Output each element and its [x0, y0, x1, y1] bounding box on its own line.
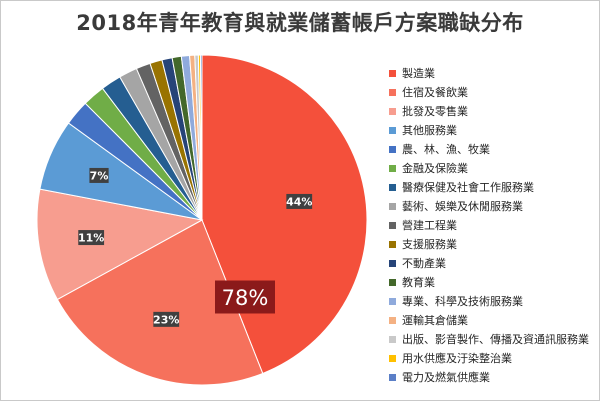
- legend-swatch: [389, 222, 396, 229]
- legend-item: 出版、影音製作、傳播及資通訊服務業: [389, 330, 597, 349]
- legend-swatch: [389, 355, 396, 362]
- legend-swatch: [389, 108, 396, 115]
- legend-item: 電力及燃氣供應業: [389, 368, 597, 387]
- legend-label: 批發及零售業: [402, 105, 468, 118]
- chart-legend: 製造業住宿及餐飲業 批發及零售業 其他服務業農、林、漁、牧業 金融及保險業醫療保健及社…: [389, 64, 597, 387]
- legend-label: 金融及保險業: [402, 162, 468, 175]
- legend-label: 住宿及餐飲業: [402, 86, 468, 99]
- data-label: 11%: [78, 230, 104, 246]
- legend-swatch: [389, 374, 396, 381]
- legend-item: 金融及保險業: [389, 159, 597, 178]
- legend-label: 專業、科學及技術服務業: [402, 295, 523, 308]
- legend-label: 運輸其倉儲業: [402, 314, 468, 327]
- legend-label: 營建工程業: [402, 219, 457, 232]
- legend-label: 製造業: [402, 67, 435, 80]
- legend-swatch: [389, 203, 396, 210]
- legend-label: 教育業: [402, 276, 435, 289]
- legend-swatch: [389, 165, 396, 172]
- legend-swatch: [389, 127, 396, 134]
- legend-item: 批發及零售業: [389, 102, 597, 121]
- pie-slice: [56, 219, 264, 386]
- legend-item: 支援服務業: [389, 235, 597, 254]
- svg-text:11%: 11%: [78, 232, 104, 245]
- legend-swatch: [389, 298, 396, 305]
- legend-item: 運輸其倉儲業: [389, 311, 597, 330]
- legend-label: 農、林、漁、牧業: [402, 143, 490, 156]
- legend-item: 製造業: [389, 64, 597, 83]
- legend-item: 不動產業: [389, 254, 597, 273]
- legend-swatch: [389, 260, 396, 267]
- legend-label: 醫療保健及社會工作服務業: [402, 181, 534, 194]
- legend-item: 其他服務業: [389, 121, 597, 140]
- legend-label: 出版、影音製作、傳播及資通訊服務業: [402, 333, 589, 346]
- data-label: 44%: [286, 193, 312, 209]
- legend-item: 營建工程業: [389, 216, 597, 235]
- pie-slice: [199, 54, 203, 221]
- legend-label: 藝術、娛樂及休閒服務業: [402, 200, 523, 213]
- legend-item: 用水供應及汙染整治業: [389, 349, 597, 368]
- svg-text:78%: 78%: [222, 286, 269, 310]
- pie-slice: [36, 188, 204, 301]
- chart-title: 2018年青年教育與就業儲蓄帳戶方案職缺分布: [76, 11, 524, 35]
- legend-label: 不動產業: [402, 257, 446, 270]
- data-label: 23%: [153, 311, 179, 327]
- legend-swatch: [389, 89, 396, 96]
- legend-swatch: [389, 184, 396, 191]
- legend-swatch: [389, 279, 396, 286]
- legend-swatch: [389, 146, 396, 153]
- legend-swatch: [389, 317, 396, 324]
- callout-label: 78%: [215, 280, 275, 314]
- legend-swatch: [389, 241, 396, 248]
- legend-item: 專業、科學及技術服務業: [389, 292, 597, 311]
- legend-item: 教育業: [389, 273, 597, 292]
- legend-label: 支援服務業: [402, 238, 457, 251]
- legend-item: 藝術、娛樂及休閒服務業: [389, 197, 597, 216]
- legend-swatch: [389, 70, 396, 77]
- legend-label: 其他服務業: [402, 124, 457, 137]
- data-label: 7%: [89, 167, 109, 183]
- svg-text:7%: 7%: [90, 169, 109, 182]
- legend-item: 醫療保健及社會工作服務業: [389, 178, 597, 197]
- legend-item: 農、林、漁、牧業: [389, 140, 597, 159]
- legend-swatch: [389, 336, 396, 343]
- svg-text:44%: 44%: [286, 195, 312, 208]
- svg-text:23%: 23%: [153, 313, 179, 326]
- legend-label: 電力及燃氣供應業: [402, 371, 490, 384]
- legend-item: 住宿及餐飲業: [389, 83, 597, 102]
- legend-label: 用水供應及汙染整治業: [402, 352, 512, 365]
